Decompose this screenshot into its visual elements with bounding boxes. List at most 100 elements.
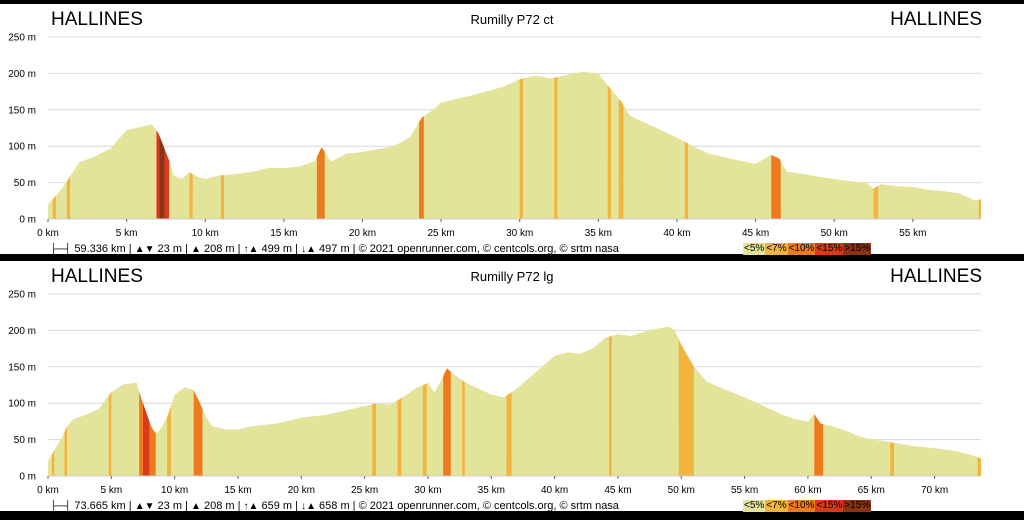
x-tick-label: 30 km xyxy=(506,228,533,239)
ascent-icon: ↑▲ xyxy=(243,501,259,512)
steep-segment xyxy=(422,383,427,476)
min-altitude-icon: ▲▼ xyxy=(134,501,155,512)
steep-segment xyxy=(443,368,451,476)
x-tick-label: 10 km xyxy=(161,485,188,496)
max-altitude-value: 208 m xyxy=(203,243,235,255)
descent-value: 497 m xyxy=(319,243,350,255)
elevation-area xyxy=(48,71,981,220)
elevation-area xyxy=(48,326,981,476)
x-tick-label: 40 km xyxy=(663,228,690,239)
min-altitude-icon: ▲▼ xyxy=(134,244,155,255)
y-tick-label: 0 m xyxy=(19,215,36,226)
slope-legend: <5% <7% <10% <15% >15% xyxy=(743,500,872,512)
x-tick-label: 50 km xyxy=(821,228,848,239)
route-title: Rumilly P72 ct xyxy=(470,12,554,27)
steep-segment xyxy=(506,392,512,476)
steep-segment xyxy=(159,136,165,219)
steep-segment xyxy=(890,442,895,476)
y-tick-label: 250 m xyxy=(8,33,36,44)
x-tick-label: 55 km xyxy=(899,228,926,239)
x-tick-label: 10 km xyxy=(192,228,219,239)
x-tick-label: 45 km xyxy=(604,485,631,496)
y-tick-label: 0 m xyxy=(19,472,36,483)
end-location-label: HALLINES xyxy=(890,9,982,30)
x-tick-label: 25 km xyxy=(427,228,454,239)
x-tick-label: 40 km xyxy=(541,485,568,496)
x-tick-label: 5 km xyxy=(100,485,122,496)
legend-item-lt5: <5% xyxy=(743,500,766,512)
ascent-value: 499 m xyxy=(261,243,293,255)
min-altitude-value: 23 m xyxy=(157,500,183,512)
steep-segment xyxy=(167,406,171,476)
legend-item-lt15: <15% xyxy=(815,243,844,255)
steep-segment xyxy=(873,185,879,219)
ascent-icon: ↑▲ xyxy=(243,244,259,255)
descent-value: 658 m xyxy=(319,500,350,512)
y-tick-label: 150 m xyxy=(8,362,36,373)
credits-text: © 2021 openrunner.com, © centcols.org, ©… xyxy=(358,243,619,255)
x-tick-label: 20 km xyxy=(288,485,315,496)
descent-icon: ↓▲ xyxy=(301,501,316,512)
steep-segment xyxy=(684,141,688,219)
route-stats: ├─┤ 73.665 km | ▲▼ 23 m | ▲ 208 m | ↑▲ 6… xyxy=(50,500,619,512)
y-tick-label: 50 m xyxy=(14,435,36,446)
x-tick-label: 55 km xyxy=(731,485,758,496)
steep-segment xyxy=(607,85,611,220)
y-tick-label: 100 m xyxy=(8,399,36,410)
elevation-profile-panel: 0 m 50 m 100 m 150 m 200 m 250 m 0 km 5 km 10 km… xyxy=(0,4,1024,255)
elevation-chart: 0 m 50 m 100 m 150 m 200 m 250 m 0 km 5 km 10 km… xyxy=(8,290,981,496)
slope-legend: <5% <7% <10% <15% >15% xyxy=(743,243,872,255)
legend-item-lt5: <5% xyxy=(743,243,766,255)
x-tick-label: 65 km xyxy=(858,485,885,496)
distance-value: 59.336 km xyxy=(74,243,126,255)
steep-segment xyxy=(618,98,624,219)
legend-item-gt15: >15% xyxy=(843,243,872,255)
elevation-chart: 0 m 50 m 100 m 150 m 200 m 250 m 0 km 5 km 10 km… xyxy=(8,33,981,239)
y-tick-label: 200 m xyxy=(8,69,36,80)
distance-icon: ├─┤ xyxy=(50,501,72,512)
steep-segment xyxy=(771,154,781,219)
steep-segment xyxy=(193,390,203,476)
steep-segment xyxy=(814,414,824,476)
steep-segment xyxy=(372,403,377,476)
distance-value: 73.665 km xyxy=(74,500,126,512)
y-tick-label: 50 m xyxy=(14,178,36,189)
descent-icon: ↓▲ xyxy=(301,244,316,255)
steep-segment xyxy=(462,380,465,476)
steep-segment xyxy=(142,403,150,476)
steep-segment xyxy=(419,116,424,219)
x-tick-label: 15 km xyxy=(224,485,251,496)
max-altitude-value: 208 m xyxy=(203,500,235,512)
x-tick-label: 25 km xyxy=(351,485,378,496)
steep-segment xyxy=(678,339,694,476)
end-location-label: HALLINES xyxy=(890,266,982,287)
x-tick-label: 0 km xyxy=(37,485,59,496)
max-altitude-icon: ▲ xyxy=(191,244,201,255)
x-tick-label: 0 km xyxy=(37,228,59,239)
x-tick-label: 50 km xyxy=(668,485,695,496)
legend-item-lt15: <15% xyxy=(815,500,844,512)
steep-segment xyxy=(189,172,193,219)
x-tick-label: 5 km xyxy=(116,228,138,239)
steep-segment xyxy=(66,176,71,219)
x-tick-label: 45 km xyxy=(742,228,769,239)
steep-segment xyxy=(316,147,325,219)
steep-segment xyxy=(397,398,402,476)
x-tick-label: 35 km xyxy=(585,228,612,239)
y-tick-label: 250 m xyxy=(8,290,36,301)
legend-item-lt10: <10% xyxy=(787,243,816,255)
route-title: Rumilly P72 lg xyxy=(470,269,554,284)
elevation-profile-panel: 0 m 50 m 100 m 150 m 200 m 250 m 0 km 5 km 10 km… xyxy=(0,261,1024,512)
start-location-label: HALLINES xyxy=(51,266,143,287)
y-tick-label: 100 m xyxy=(8,142,36,153)
steep-segment xyxy=(220,175,225,219)
legend-item-lt7: <7% xyxy=(765,500,788,512)
steep-segment xyxy=(554,77,558,219)
credits-text: © 2021 openrunner.com, © centcols.org, ©… xyxy=(358,500,619,512)
legend-item-lt10: <10% xyxy=(787,500,816,512)
route-stats: ├─┤ 59.336 km | ▲▼ 23 m | ▲ 208 m | ↑▲ 4… xyxy=(50,243,619,255)
y-tick-label: 200 m xyxy=(8,326,36,337)
steep-segment xyxy=(108,392,112,476)
legend-item-lt7: <7% xyxy=(765,243,788,255)
steep-segment xyxy=(519,78,523,219)
